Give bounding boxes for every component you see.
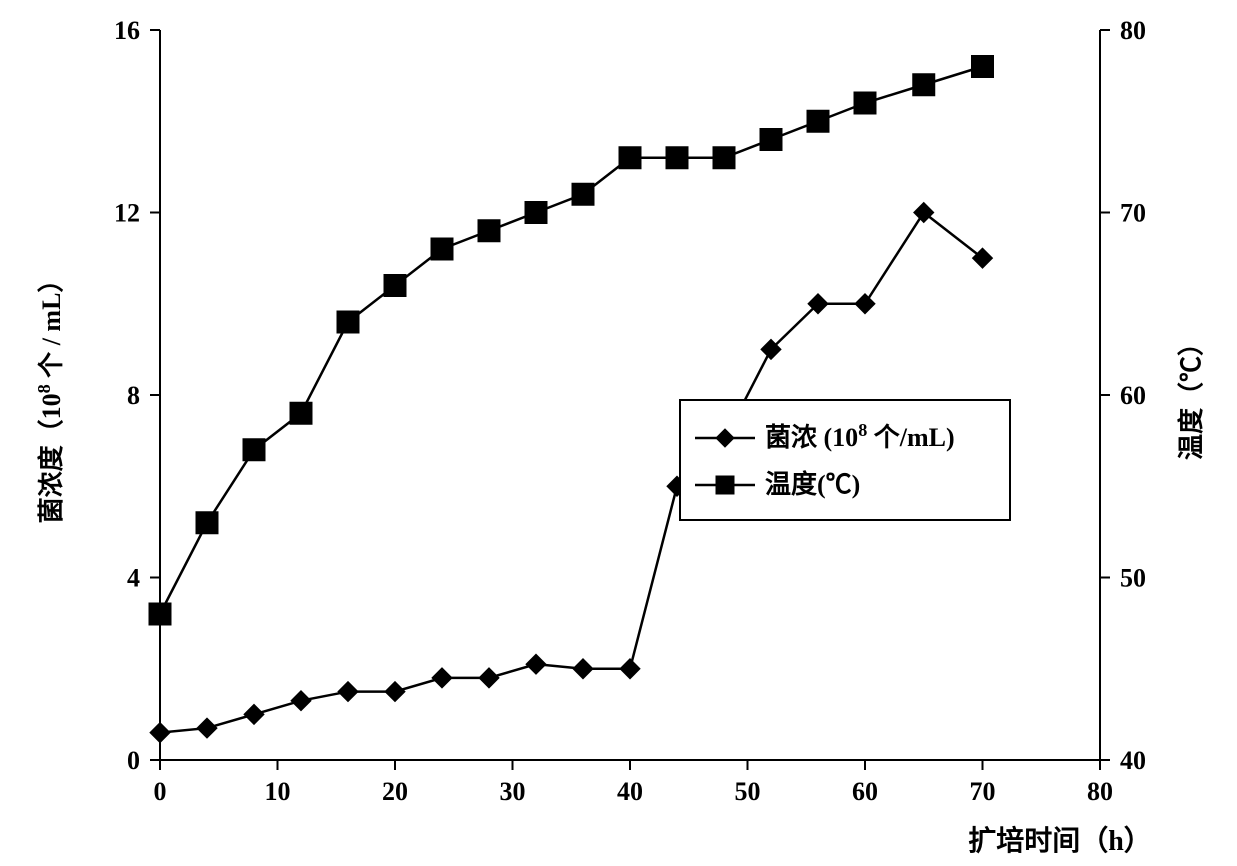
svg-text:20: 20 bbox=[382, 777, 408, 806]
chart-container: 0 10 20 30 40 50 60 70 80 0 4 8 12 16 40 50 60 70 80 扩培时间（h… bbox=[0, 0, 1237, 866]
svg-text:50: 50 bbox=[1120, 564, 1146, 593]
chart-svg: 0 10 20 30 40 50 60 70 80 0 4 8 12 16 40 50 60 70 80 扩培时间（h… bbox=[0, 0, 1237, 866]
svg-text:50: 50 bbox=[735, 777, 761, 806]
svg-text:70: 70 bbox=[1120, 199, 1146, 228]
svg-text:40: 40 bbox=[1120, 746, 1146, 775]
svg-text:80: 80 bbox=[1120, 16, 1146, 45]
y-right-axis-label: 温度（℃） bbox=[1176, 330, 1206, 460]
y-left-axis-label: 菌浓度（108 个 / mL） bbox=[34, 267, 66, 524]
svg-text:10: 10 bbox=[265, 777, 291, 806]
svg-text:8: 8 bbox=[127, 381, 140, 410]
legend: 菌浓 (108 个/mL)温度(℃) bbox=[680, 400, 1010, 520]
svg-text:4: 4 bbox=[127, 564, 140, 593]
svg-text:60: 60 bbox=[1120, 381, 1146, 410]
svg-text:0: 0 bbox=[154, 777, 167, 806]
svg-text:16: 16 bbox=[114, 16, 140, 45]
svg-text:80: 80 bbox=[1087, 777, 1113, 806]
svg-text:0: 0 bbox=[127, 746, 140, 775]
svg-text:30: 30 bbox=[500, 777, 526, 806]
svg-text:60: 60 bbox=[852, 777, 878, 806]
svg-text:12: 12 bbox=[114, 199, 140, 228]
legend-temperature-label: 温度(℃) bbox=[765, 469, 860, 499]
svg-text:70: 70 bbox=[970, 777, 996, 806]
svg-text:40: 40 bbox=[617, 777, 643, 806]
x-axis-label: 扩培时间（h） bbox=[968, 824, 1152, 857]
